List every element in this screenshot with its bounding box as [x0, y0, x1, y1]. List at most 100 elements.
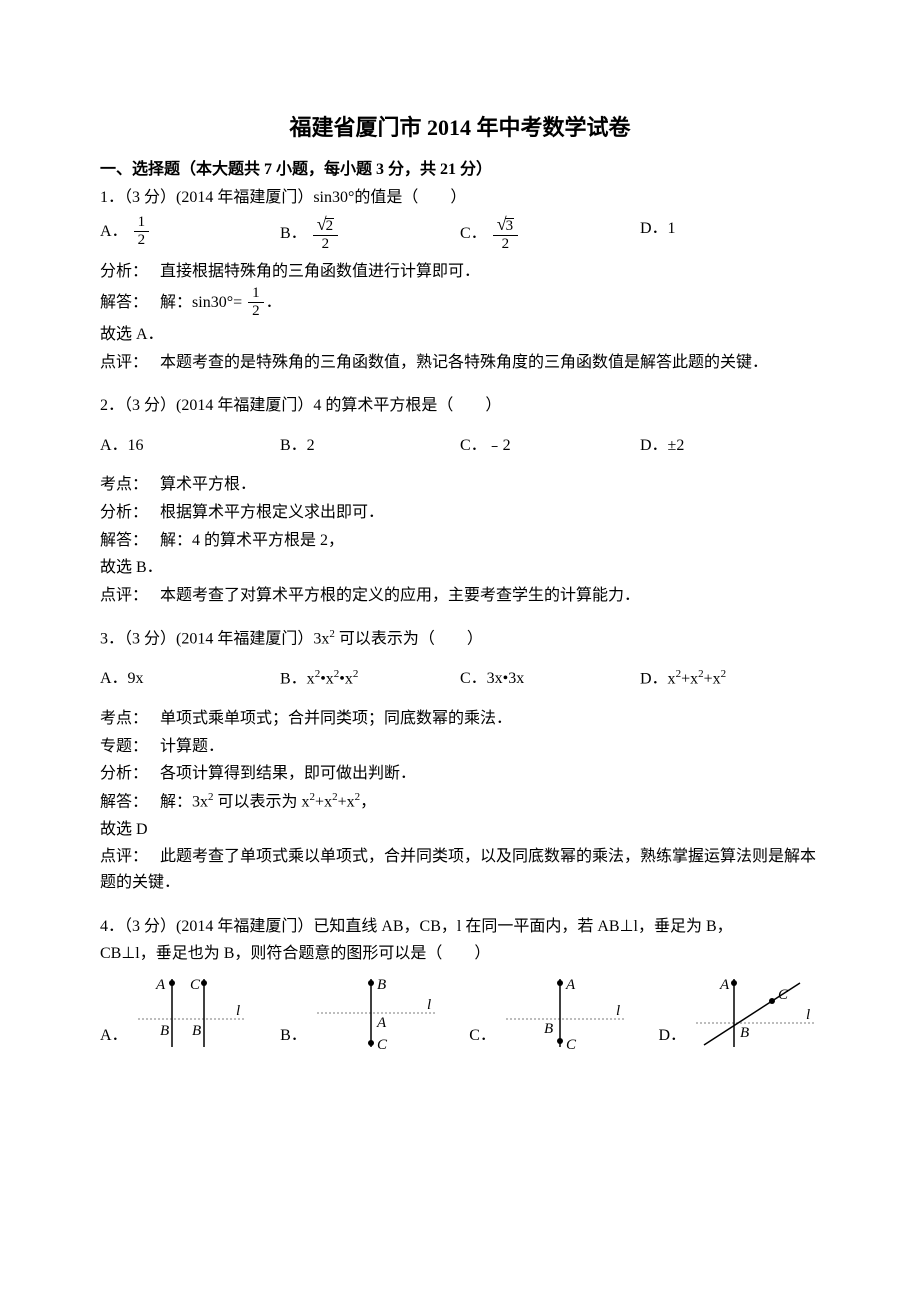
- q1-optB-label: B．: [280, 226, 307, 243]
- q3-stem: 3．（3 分）(2014 年福建厦门）3x2 可以表示为（ ）: [100, 626, 820, 652]
- q1-optA-frac: 1 2: [134, 215, 150, 248]
- text: 单项式乘单项式；合并同类项；同底数幂的乘法．: [160, 710, 512, 727]
- q3-comment: 点评： 此题考查了单项式乘以单项式，合并同类项，以及同底数幂的乘法，熟练掌握运算…: [100, 844, 820, 895]
- label: 解答：: [100, 532, 148, 549]
- svg-text:l: l: [616, 1003, 620, 1019]
- q1-answer: 解答： 解：sin30°= 1 2 ．: [100, 287, 820, 320]
- q1-optB-frac: √2 2: [313, 215, 338, 252]
- optA-label: A．: [100, 1023, 128, 1053]
- svg-text:A: A: [719, 977, 730, 993]
- optB-label: B．: [280, 1023, 307, 1053]
- q1-optA: A． 1 2: [100, 216, 280, 253]
- frac-num: √2: [313, 215, 338, 236]
- label: 考点：: [100, 476, 148, 493]
- q4-stem2: CB⊥l，垂足也为 B，则符合题意的图形可以是（ ）: [100, 941, 820, 967]
- q4-figB-svg: B A C l: [311, 973, 441, 1053]
- q3-optB: B．x2•x2•x2: [280, 666, 460, 692]
- label: 解答：: [100, 793, 148, 810]
- q3-analysis: 分析： 各项计算得到结果，即可做出判断．: [100, 761, 820, 787]
- q2-analysis: 分析： 根据算术平方根定义求出即可．: [100, 500, 820, 526]
- q1-answer-frac: 1 2: [248, 286, 264, 319]
- q4-figD-svg: A C B l: [690, 973, 820, 1053]
- label: 分析：: [100, 504, 148, 521]
- q3-answer: 解答： 解：3x2 可以表示为 x2+x2+x2，: [100, 789, 820, 815]
- q4-figB: B． B A C l: [280, 973, 441, 1053]
- label: 考点：: [100, 710, 148, 727]
- q2: 2．（3 分）(2014 年福建厦门）4 的算术平方根是（ ） A．16 B．2…: [100, 393, 820, 608]
- frac-den: 2: [313, 236, 338, 252]
- q1-optB: B． √2 2: [280, 216, 460, 253]
- q4-stem1: 4．（3 分）(2014 年福建厦门）已知直线 AB，CB，l 在同一平面内，若…: [100, 914, 820, 940]
- q2-optB: B．2: [280, 433, 460, 459]
- label: 点评：: [100, 587, 148, 604]
- optD-label: D．: [658, 1023, 686, 1053]
- label: 分析：: [100, 765, 148, 782]
- svg-text:C: C: [778, 987, 789, 1003]
- q2-optC: C．﹣2: [460, 433, 640, 459]
- page-title: 福建省厦门市 2014 年中考数学试卷: [100, 110, 820, 145]
- q2-optA: A．16: [100, 433, 280, 459]
- q1-comment: 点评： 本题考查的是特殊角的三角函数值，熟记各特殊角度的三角函数值是解答此题的关…: [100, 350, 820, 376]
- text: 直接根据特殊角的三角函数值进行计算即可．: [160, 263, 480, 280]
- svg-text:B: B: [192, 1023, 201, 1039]
- q4-figC: C． A B C l: [469, 973, 630, 1053]
- q1-optC-label: C．: [460, 226, 487, 243]
- q3-options: A．9x B．x2•x2•x2 C．3x•3x D．x2+x2+x2: [100, 666, 820, 692]
- q4-figD: D． A C B l: [658, 973, 820, 1053]
- svg-text:B: B: [740, 1025, 749, 1041]
- q1-optC: C． √3 2: [460, 216, 640, 253]
- svg-text:C: C: [190, 977, 201, 993]
- svg-text:B: B: [160, 1023, 169, 1039]
- frac-den: 2: [248, 303, 264, 319]
- q4-figC-svg: A B C l: [500, 973, 630, 1053]
- suffix: 可以表示为（ ）: [335, 631, 483, 648]
- q1-optA-label: A．: [100, 224, 128, 241]
- label: 专题：: [100, 738, 148, 755]
- q3-pick: 故选 D: [100, 817, 820, 843]
- label: 解答：: [100, 294, 148, 311]
- q3-optC: C．3x•3x: [460, 666, 640, 692]
- section-header: 一、选择题（本大题共 7 小题，每小题 3 分，共 21 分）: [100, 157, 820, 183]
- text: 各项计算得到结果，即可做出判断．: [160, 765, 416, 782]
- frac-num: 1: [248, 286, 264, 303]
- frac-num: √3: [493, 215, 518, 236]
- label: 点评：: [100, 354, 148, 371]
- q4-figrow: A． A C B B l B．: [100, 973, 820, 1053]
- svg-text:A: A: [376, 1015, 387, 1031]
- frac-num: 1: [134, 215, 150, 232]
- svg-text:l: l: [806, 1007, 810, 1023]
- svg-text:C: C: [566, 1037, 577, 1053]
- q2-options: A．16 B．2 C．﹣2 D．±2: [100, 433, 820, 459]
- q1-pick: 故选 A．: [100, 322, 820, 348]
- suffix: ．: [266, 294, 282, 311]
- svg-text:C: C: [377, 1037, 388, 1053]
- q3-optD: D．x2+x2+x2: [640, 666, 820, 692]
- q2-optD: D．±2: [640, 433, 820, 459]
- q2-topic: 考点： 算术平方根．: [100, 472, 820, 498]
- q4-figA-svg: A C B B l: [132, 973, 252, 1053]
- label: 点评：: [100, 848, 148, 865]
- text: 本题考查了对算术平方根的定义的应用，主要考查学生的计算能力．: [160, 587, 640, 604]
- text: 根据算术平方根定义求出即可．: [160, 504, 384, 521]
- q1-optC-frac: √3 2: [493, 215, 518, 252]
- q3-optA: A．9x: [100, 666, 280, 692]
- q2-pick: 故选 B．: [100, 555, 820, 581]
- svg-text:B: B: [377, 977, 386, 993]
- svg-text:l: l: [236, 1003, 240, 1019]
- label: 分析：: [100, 263, 148, 280]
- frac-den: 2: [493, 236, 518, 252]
- optC-label: C．: [469, 1023, 496, 1053]
- q1-stem: 1．（3 分）(2014 年福建厦门）sin30°的值是（ ）: [100, 185, 820, 211]
- text: 此题考查了单项式乘以单项式，合并同类项，以及同底数幂的乘法，熟练掌握运算法则是解…: [100, 848, 816, 891]
- q1-analysis: 分析： 直接根据特殊角的三角函数值进行计算即可．: [100, 259, 820, 285]
- q3-spec: 专题： 计算题．: [100, 734, 820, 760]
- q2-answer: 解答： 解：4 的算术平方根是 2，: [100, 528, 820, 554]
- q4: 4．（3 分）(2014 年福建厦门）已知直线 AB，CB，l 在同一平面内，若…: [100, 914, 820, 1053]
- text: 本题考查的是特殊角的三角函数值，熟记各特殊角度的三角函数值是解答此题的关键．: [160, 354, 768, 371]
- prefix: 解：sin30°=: [160, 294, 242, 311]
- text: 算术平方根．: [160, 476, 256, 493]
- q4-figA: A． A C B B l: [100, 973, 252, 1053]
- q3: 3．（3 分）(2014 年福建厦门）3x2 可以表示为（ ） A．9x B．x…: [100, 626, 820, 895]
- svg-text:A: A: [565, 977, 576, 993]
- svg-text:B: B: [544, 1021, 553, 1037]
